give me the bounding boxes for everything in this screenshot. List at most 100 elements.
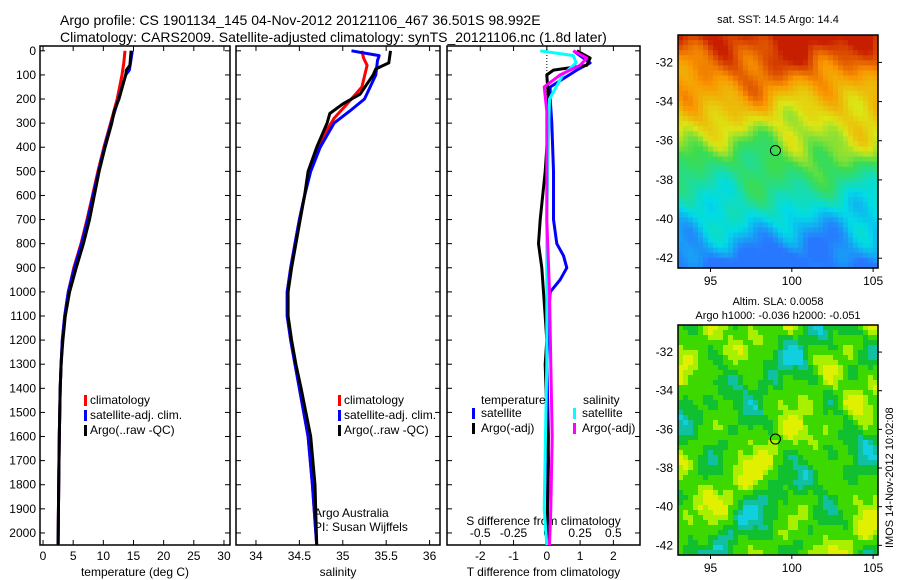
map-cell <box>738 161 744 168</box>
map-cell <box>713 100 719 107</box>
map-cell <box>803 495 809 501</box>
map-cell <box>853 525 859 531</box>
map-cell <box>863 430 869 436</box>
map-cell <box>768 450 774 456</box>
map-cell <box>713 166 719 173</box>
map-cell <box>838 460 844 466</box>
map-cell <box>773 520 779 526</box>
map-cell <box>863 480 869 486</box>
map-cell <box>798 515 804 521</box>
map-cell <box>863 515 869 521</box>
map-cell <box>693 55 699 61</box>
map-cell <box>703 515 709 521</box>
map-cell <box>708 176 714 183</box>
map-cell <box>728 65 734 72</box>
map-cell <box>798 350 804 356</box>
axes-frame <box>446 45 641 546</box>
map-cell <box>683 232 689 239</box>
map-cell <box>803 242 809 249</box>
map-cell <box>783 515 789 521</box>
map-cell <box>683 495 689 501</box>
map-cell <box>678 116 684 122</box>
map-cell <box>708 355 714 361</box>
map-cell <box>808 50 814 56</box>
map-cell <box>813 126 819 132</box>
map-cell <box>818 85 824 92</box>
map-cell <box>788 242 794 249</box>
map-cell <box>703 161 709 168</box>
map-cell <box>758 60 764 66</box>
map-cell <box>813 365 819 371</box>
map-cell <box>718 445 724 451</box>
map-cell <box>823 100 829 107</box>
map-cell <box>868 430 874 436</box>
map-cell <box>873 510 879 516</box>
map-cell <box>803 510 809 516</box>
map-cell <box>718 330 724 336</box>
map-cell <box>873 540 879 546</box>
map-cell <box>873 430 879 436</box>
map-cell <box>763 470 769 476</box>
map-cell <box>698 100 704 107</box>
map-cell <box>708 252 714 259</box>
map-cell <box>768 515 774 521</box>
map-cell <box>863 505 869 511</box>
map-cell <box>768 116 774 122</box>
map-cell <box>848 395 854 401</box>
map-cell <box>873 395 879 401</box>
map-cell <box>818 131 824 137</box>
map-cell <box>783 156 789 163</box>
map-cell <box>813 335 819 341</box>
map-cell <box>708 520 714 526</box>
map-cell <box>838 212 844 218</box>
map-cell <box>748 335 754 341</box>
map-cell <box>698 75 704 82</box>
map-cell <box>703 202 709 208</box>
map-cell <box>868 355 874 361</box>
map-cell <box>738 222 744 229</box>
map-cell <box>698 202 704 208</box>
map-cell <box>758 415 764 421</box>
map-cell <box>858 515 864 521</box>
map-cell <box>713 445 719 451</box>
map-cell <box>698 405 704 411</box>
map-cell <box>848 116 854 122</box>
map-cell <box>763 330 769 336</box>
map-cell <box>743 257 749 264</box>
map-cell <box>688 530 694 536</box>
map-cell <box>758 50 764 56</box>
map-cell <box>683 470 689 476</box>
map-cell <box>688 370 694 376</box>
map-cell <box>693 515 699 521</box>
map-cell <box>833 360 839 366</box>
map-cell <box>843 545 849 551</box>
map-cell <box>833 141 839 148</box>
map-cell <box>708 70 714 77</box>
map-cell <box>773 252 779 259</box>
map-cell <box>703 50 709 56</box>
map-cell <box>873 232 879 239</box>
map-cell <box>828 440 834 446</box>
map-cell <box>778 510 784 516</box>
map-cell <box>688 540 694 546</box>
map-cell <box>753 212 759 218</box>
map-cell <box>778 50 784 56</box>
map-cell <box>803 181 809 188</box>
map-cell <box>843 490 849 496</box>
series-line-t-satellite <box>545 49 592 546</box>
map-cell <box>753 500 759 506</box>
map-cell <box>703 370 709 376</box>
x-tick-label: 1 <box>577 549 584 563</box>
map-cell <box>678 530 684 536</box>
map-cell <box>683 252 689 259</box>
map-cell <box>873 330 879 336</box>
y-tick-label: 1600 <box>9 430 36 444</box>
map-cell <box>723 131 729 137</box>
map-cell <box>828 400 834 406</box>
map-cell <box>733 85 739 92</box>
map-cell <box>853 262 859 269</box>
map-cell <box>853 181 859 188</box>
map-cell <box>678 545 684 551</box>
footer-stamp: IMOS 14-Nov-2012 10:02:08 <box>884 407 896 548</box>
map-cell <box>693 202 699 208</box>
